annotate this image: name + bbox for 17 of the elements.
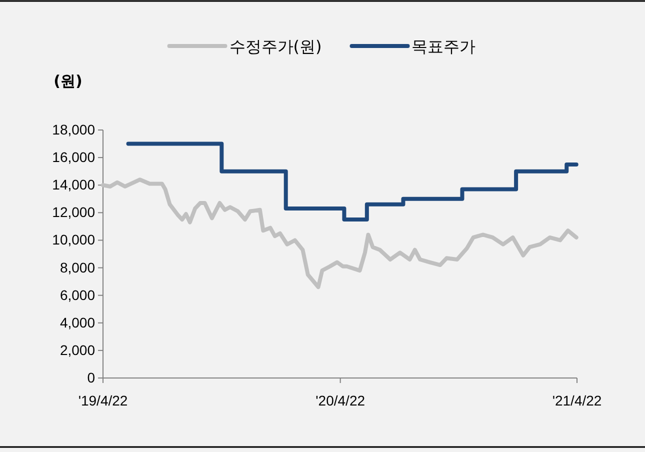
y-tick-label: 10,000 (52, 232, 96, 248)
y-tick-label: 4,000 (60, 314, 96, 330)
y-tick-label: 8,000 (60, 259, 96, 276)
legend-label: 수정주가(원) (229, 37, 322, 56)
y-tick-label: 6,000 (60, 286, 96, 303)
legend-label: 목표주가 (412, 37, 476, 56)
line-series (101, 178, 578, 290)
y-axis-title: (원) (54, 72, 82, 90)
y-tick-label: 0 (87, 369, 96, 386)
y-tick-label: 18,000 (52, 121, 96, 138)
y-tick-label: 12,000 (52, 204, 96, 220)
y-tick-label: 14,000 (52, 176, 96, 193)
y-tick-label: 2,000 (60, 342, 96, 358)
x-tick-label: '20/4/22 (316, 392, 366, 409)
y-tick-label: 16,000 (52, 149, 96, 166)
x-tick-label: '19/4/22 (78, 392, 128, 409)
x-tick-label: '21/4/22 (552, 392, 602, 409)
